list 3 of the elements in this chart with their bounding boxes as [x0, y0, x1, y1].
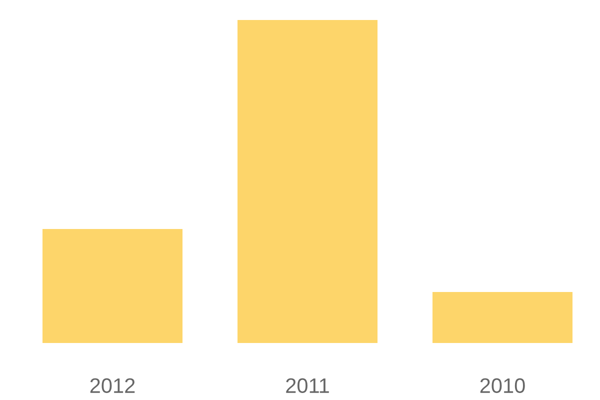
- x-tick-label: 2010: [480, 378, 525, 394]
- x-tick-label: 2012: [90, 378, 135, 394]
- x-tick-label: 2011: [286, 378, 329, 394]
